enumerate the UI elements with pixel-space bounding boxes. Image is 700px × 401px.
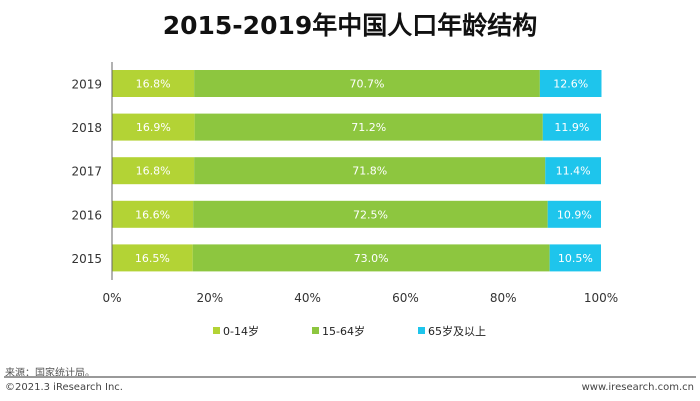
- legend-label: 15-64岁: [322, 324, 365, 338]
- data-label: 10.5%: [558, 252, 593, 265]
- source-note: 来源：国家统计局。: [5, 368, 95, 379]
- divider: [4, 376, 696, 378]
- bar-segment: [112, 70, 195, 97]
- category-label: 2019: [71, 78, 102, 92]
- bar-segment: [549, 244, 601, 272]
- legend-swatch: [418, 327, 425, 334]
- bar-segment: [193, 200, 548, 228]
- legend-label: 0-14岁: [223, 324, 259, 338]
- category-label: 2015: [71, 252, 102, 266]
- bar-segment: [194, 113, 543, 141]
- copyright: ©2021.3 iResearch Inc.: [5, 382, 123, 393]
- bar-segment: [192, 244, 550, 272]
- chart-title: 2015-2019年中国人口年龄结构: [162, 11, 538, 40]
- data-label: 16.6%: [135, 208, 170, 221]
- data-label: 16.8%: [136, 165, 171, 178]
- bar-segment: [112, 200, 194, 228]
- data-label: 73.0%: [354, 252, 389, 265]
- x-tick-label: 80%: [490, 291, 517, 305]
- x-tick-label: 40%: [294, 291, 321, 305]
- data-label: 11.9%: [554, 121, 589, 134]
- data-label: 16.8%: [136, 78, 171, 91]
- data-label: 11.4%: [556, 165, 591, 178]
- bar-segment: [194, 157, 546, 185]
- data-label: 16.9%: [136, 121, 171, 134]
- category-label: 2017: [71, 165, 102, 179]
- bar-segment: [545, 157, 601, 185]
- data-label: 71.8%: [352, 165, 387, 178]
- bar-segment: [112, 157, 195, 185]
- x-tick-label: 0%: [102, 291, 121, 305]
- website: www.iresearch.com.cn: [581, 382, 694, 393]
- bar-segment: [547, 200, 601, 228]
- bar-segment: [194, 70, 540, 97]
- legend-label: 65岁及以上: [428, 324, 486, 338]
- data-label: 10.9%: [557, 208, 592, 221]
- x-tick-label: 20%: [196, 291, 223, 305]
- data-label: 16.5%: [135, 252, 170, 265]
- bar-segment: [542, 113, 601, 141]
- category-label: 2016: [71, 208, 102, 222]
- x-tick-label: 100%: [584, 291, 618, 305]
- data-label: 72.5%: [353, 208, 388, 221]
- bar-segment: [112, 244, 193, 272]
- category-label: 2018: [71, 121, 102, 135]
- bar-segment: [539, 70, 602, 97]
- data-label: 12.6%: [553, 78, 588, 91]
- legend-swatch: [213, 327, 220, 334]
- x-tick-label: 60%: [392, 291, 419, 305]
- legend-swatch: [312, 327, 319, 334]
- data-label: 71.2%: [351, 121, 386, 134]
- bar-segment: [112, 113, 195, 141]
- data-label: 70.7%: [350, 78, 385, 91]
